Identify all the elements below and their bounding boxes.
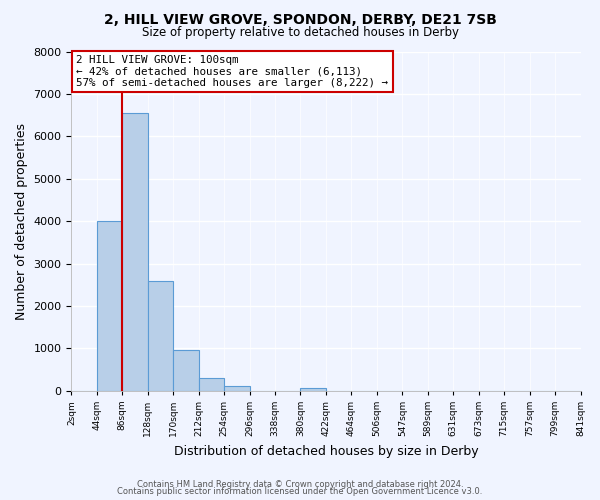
Text: 2 HILL VIEW GROVE: 100sqm
← 42% of detached houses are smaller (6,113)
57% of se: 2 HILL VIEW GROVE: 100sqm ← 42% of detac… xyxy=(76,55,388,88)
Bar xyxy=(97,221,122,391)
Bar xyxy=(301,388,326,391)
Bar xyxy=(199,378,224,391)
Text: Size of property relative to detached houses in Derby: Size of property relative to detached ho… xyxy=(142,26,458,39)
Bar xyxy=(148,280,173,391)
Bar xyxy=(122,113,148,391)
Text: Contains HM Land Registry data © Crown copyright and database right 2024.: Contains HM Land Registry data © Crown c… xyxy=(137,480,463,489)
Text: 2, HILL VIEW GROVE, SPONDON, DERBY, DE21 7SB: 2, HILL VIEW GROVE, SPONDON, DERBY, DE21… xyxy=(104,12,496,26)
Bar xyxy=(224,386,250,391)
Text: Contains public sector information licensed under the Open Government Licence v3: Contains public sector information licen… xyxy=(118,488,482,496)
X-axis label: Distribution of detached houses by size in Derby: Distribution of detached houses by size … xyxy=(173,444,478,458)
Bar xyxy=(173,350,199,391)
Y-axis label: Number of detached properties: Number of detached properties xyxy=(15,122,28,320)
